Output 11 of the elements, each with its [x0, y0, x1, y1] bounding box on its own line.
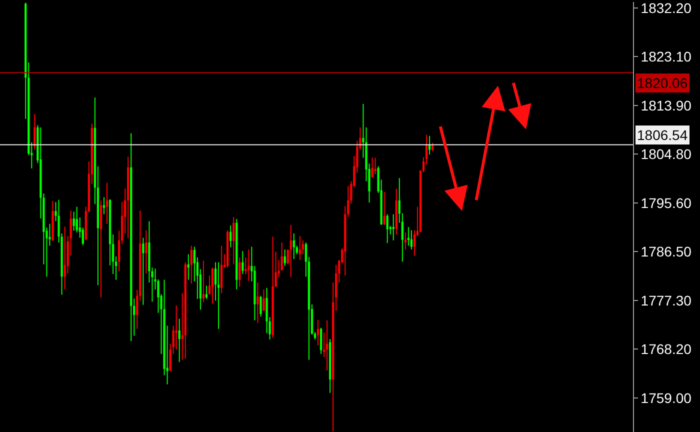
y-tick-label: 1777.30	[640, 292, 692, 309]
y-tick-label: 1813.90	[640, 97, 692, 114]
y-tick-label: 1786.50	[640, 243, 692, 260]
y-tick-label: 1804.80	[640, 146, 692, 162]
y-tick-label: 1759.00	[640, 390, 692, 406]
y-tick-label: 1823.10	[640, 48, 692, 64]
y-tick-label: 1768.20	[640, 341, 692, 358]
ref-line-label: 1806.54	[637, 127, 688, 143]
y-tick-label: 1832.20	[640, 0, 692, 16]
ref-line-label: 1820.06	[637, 75, 688, 91]
y-tick-label: 1795.60	[640, 194, 692, 211]
